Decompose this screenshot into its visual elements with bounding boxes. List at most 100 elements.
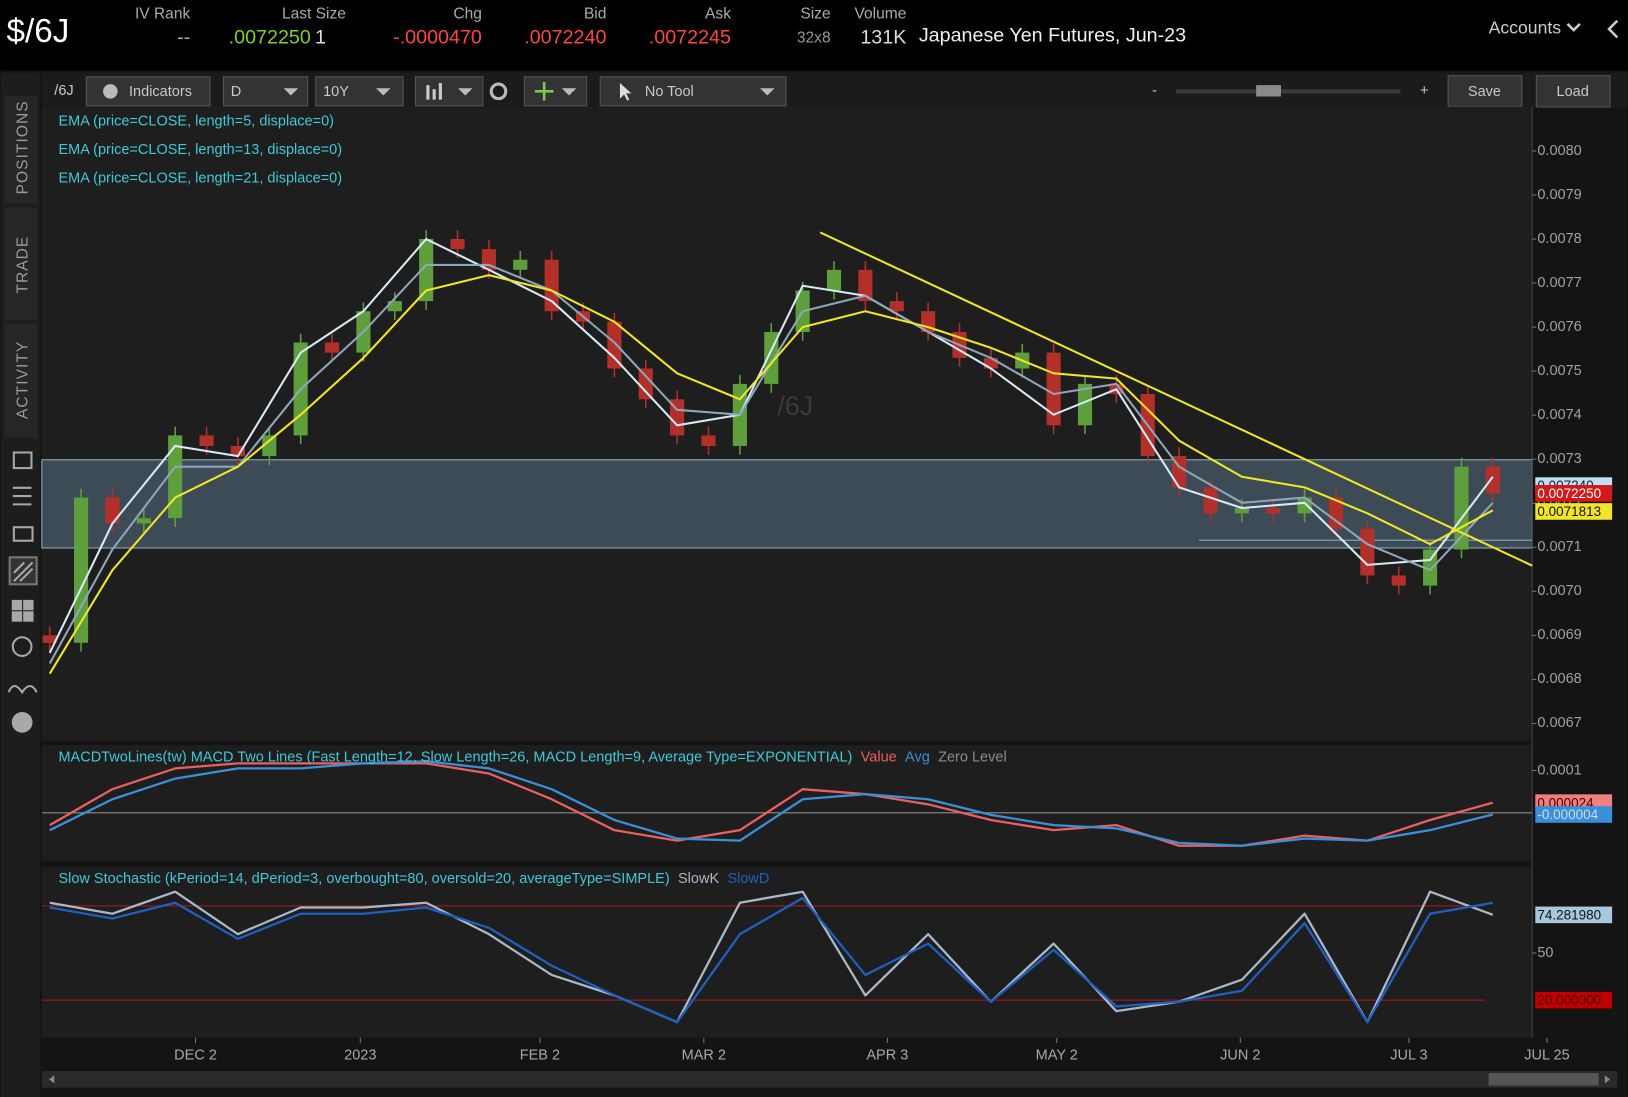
indicator-line [49, 896, 1494, 1024]
ema-line [48, 274, 1494, 675]
field-value: -.0000470 [393, 27, 482, 49]
zoom-track[interactable] [1176, 89, 1401, 94]
load-button[interactable] [1535, 75, 1611, 108]
study-label: EMA (price=CLOSE, length=13, displace=0) [58, 142, 342, 158]
zoom-out[interactable]: - [1152, 83, 1157, 99]
field-label: Ask [705, 6, 731, 23]
cursor-icon[interactable] [619, 83, 632, 101]
indicators-label[interactable]: Indicators [129, 84, 192, 100]
study-title: MACDTwoLines(tw) MACD Two Lines (Fast Le… [58, 749, 852, 765]
collapse-arrow[interactable] [1607, 19, 1619, 39]
x-tick-label: JUL 25 [1524, 1047, 1569, 1063]
candle-body [1203, 487, 1218, 514]
sidebar-tab[interactable]: TRADE [14, 236, 31, 294]
chart-style-icon[interactable] [426, 83, 442, 100]
header-bar [0, 0, 1628, 71]
candle-body [419, 239, 434, 302]
study-label: EMA (price=CLOSE, length=5, displace=0) [58, 113, 334, 129]
candle-body [701, 435, 716, 446]
dropdown-arrow[interactable] [283, 88, 299, 96]
period-label[interactable]: 10Y [323, 84, 349, 100]
candle-body [1391, 575, 1406, 586]
save-label[interactable]: Save [1468, 84, 1501, 100]
settings-icon[interactable] [489, 82, 508, 101]
x-tick-label: MAR 2 [682, 1047, 726, 1063]
candle-body [324, 342, 340, 353]
y-tick-label: 0.0077 [1537, 275, 1581, 291]
load-label[interactable]: Load [1557, 84, 1589, 100]
y-tick-label: 0.0071 [1537, 539, 1581, 555]
tab-bg[interactable] [4, 95, 38, 204]
field-label: Chg [453, 6, 482, 23]
y-tick-label: 0.0067 [1537, 715, 1581, 731]
field-value: .0072245 [649, 27, 731, 49]
candle-body [74, 497, 89, 643]
legend-item: SlowK [678, 871, 719, 887]
sidebar-tab[interactable]: ACTIVITY [14, 341, 31, 419]
sidebar-tab[interactable]: POSITIONS [14, 100, 31, 194]
trend-line [819, 231, 1533, 567]
y-tick-label: 0.0070 [1537, 583, 1581, 599]
accounts-button[interactable]: Accounts [1489, 18, 1562, 38]
scroll-thumb[interactable] [1488, 1073, 1599, 1086]
indicator-line [49, 760, 1494, 847]
tab-bg[interactable] [4, 323, 38, 438]
chart-layer: /6J0.00670.00680.00690.00700.00710.00720… [41, 113, 1613, 1063]
dropdown-arrow[interactable] [376, 88, 391, 96]
field-label: Last Size [282, 6, 346, 23]
last-value-label: 0.0071813 [1537, 504, 1601, 519]
y-tick-label: 50 [1537, 945, 1553, 961]
candle-body [1172, 456, 1187, 488]
description: Japanese Yen Futures, Jun-23 [919, 25, 1186, 47]
zoom-thumb[interactable] [1256, 85, 1282, 97]
tab-bg[interactable] [4, 207, 38, 320]
last-value-label: 0.0072250 [1537, 486, 1601, 501]
last-value-label: 74.281980 [1537, 907, 1601, 922]
drawing-icon[interactable] [534, 81, 554, 101]
x-tick-label: JUN 2 [1220, 1047, 1260, 1063]
candle-body [262, 435, 277, 457]
candle-body [670, 399, 685, 436]
field-label: Size [800, 6, 830, 23]
candle-body [230, 445, 245, 457]
drawing-select[interactable] [523, 76, 588, 107]
study-title: Slow Stochastic (kPeriod=14, dPeriod=3, … [58, 871, 669, 887]
aggregation-label[interactable]: D [231, 84, 241, 100]
y-tick-label: 0.0001 [1537, 762, 1581, 778]
x-tick-label: FEB 2 [520, 1047, 560, 1063]
dropdown-arrow[interactable] [760, 88, 775, 96]
period-select[interactable] [315, 76, 404, 107]
last-value-box [1535, 485, 1613, 502]
candle-body [513, 259, 528, 270]
tool-label[interactable]: No Tool [645, 84, 694, 100]
symbol: $/6J [7, 13, 70, 50]
save-button[interactable] [1447, 75, 1523, 108]
last-value-box [1535, 503, 1613, 520]
dropdown-arrow[interactable] [458, 88, 473, 96]
candle-body [607, 321, 622, 369]
candle-body [858, 269, 873, 302]
candle-body [1266, 508, 1281, 514]
ema-line [48, 237, 1494, 654]
stochastic-panel [41, 866, 1533, 1038]
y-tick-label: 0.0075 [1537, 363, 1581, 379]
zoom-in[interactable]: + [1420, 83, 1428, 99]
toolbar-symbol[interactable]: /6J [54, 83, 73, 99]
chart-style-select[interactable] [414, 76, 484, 107]
accounts-chevron[interactable] [1566, 22, 1581, 32]
field-value: 32x8 [797, 30, 831, 47]
scrollbar[interactable] [41, 1071, 1618, 1088]
indicators-icon[interactable] [103, 84, 118, 99]
study-label: EMA (price=CLOSE, length=21, displace=0) [58, 170, 342, 186]
candle-body [1485, 466, 1500, 494]
y-tick-label: 0.0073 [1537, 451, 1581, 467]
dropdown-arrow[interactable] [561, 88, 577, 96]
sidebar-icons[interactable] [7, 451, 38, 733]
time-axis [41, 1037, 1628, 1069]
candle-body [1423, 549, 1438, 586]
plot [41, 760, 1533, 847]
field-label: Volume [855, 6, 907, 23]
candle-body [105, 497, 120, 524]
field-value: .0072250 [229, 27, 311, 49]
tool-select[interactable] [599, 76, 787, 107]
